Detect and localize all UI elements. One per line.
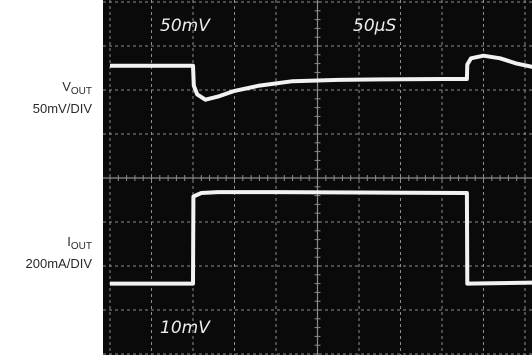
iout-name: I: [67, 234, 71, 249]
vout-scale: 50mV/DIV: [32, 101, 92, 116]
iout-subscript: OUT: [70, 241, 92, 252]
vout-trace: [110, 53, 532, 102]
ch2-scale-annotation: 10mV: [160, 318, 211, 338]
vout-label: VOUT 50mV/DIV: [33, 78, 92, 117]
graticule: [103, 0, 532, 355]
iout-scale: 200mA/DIV: [25, 256, 92, 271]
iout-label: IOUT 200mA/DIV: [26, 233, 92, 272]
vout-subscript: OUT: [70, 86, 92, 97]
traces: [110, 53, 532, 286]
iout-trace: [110, 190, 532, 286]
time-scale-annotation: 50µS: [353, 16, 396, 36]
ch1-scale-annotation: 50mV: [160, 16, 211, 36]
vout-name: V: [62, 79, 71, 94]
oscilloscope-screen: 50mV 50µS 10mV: [103, 0, 532, 355]
